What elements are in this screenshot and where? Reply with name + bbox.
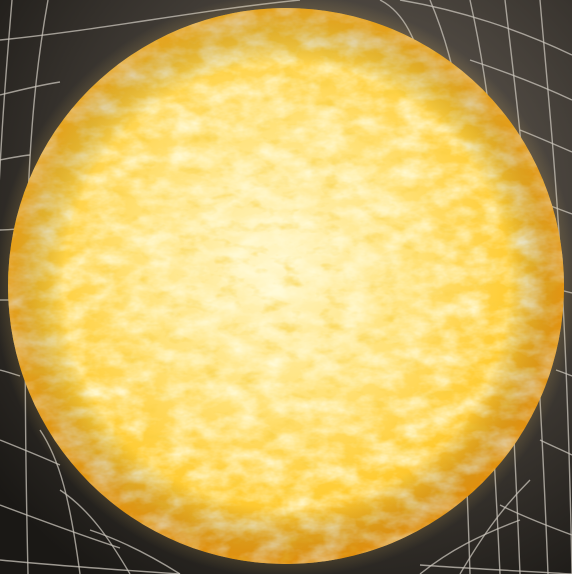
star-limb-darkening [8,8,564,564]
